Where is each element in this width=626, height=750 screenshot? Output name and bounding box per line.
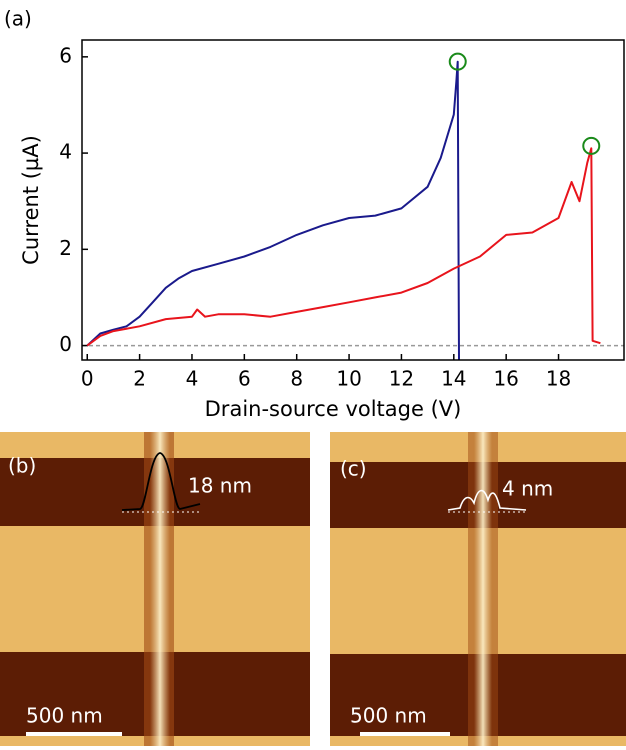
panel-label: (a)	[4, 7, 32, 31]
y-tick-label: 0	[59, 332, 72, 356]
wire	[474, 432, 492, 746]
x-tick-label: 18	[546, 367, 571, 391]
panel-label: (c)	[340, 457, 367, 481]
scale-bar	[26, 732, 122, 736]
x-tick-label: 8	[290, 367, 303, 391]
profile	[121, 452, 201, 511]
y-tick-label: 2	[59, 236, 72, 260]
series-line	[86, 147, 601, 347]
x-tick-label: 2	[133, 367, 146, 391]
panel-label: (b)	[8, 454, 36, 478]
plot-frame	[81, 39, 625, 361]
chart-a: (a) 0 2 4 6 8 10 12 14 16 18 0 2 4 6 Drain-source volta…	[4, 7, 625, 421]
scale-label: 500 nm	[350, 704, 427, 728]
afm-panel-b: (b) 18 nm 500 nm	[0, 432, 310, 746]
x-tick-label: 10	[336, 367, 361, 391]
series-line	[86, 60, 460, 361]
afm-panel-c: (c) 4 nm 500 nm	[330, 432, 626, 746]
height-label: 4 nm	[502, 477, 553, 501]
scale-label: 500 nm	[26, 704, 103, 728]
height-label: 18 nm	[188, 474, 252, 498]
x-tick-label: 4	[186, 367, 199, 391]
y-axis-label: Current (µA)	[19, 135, 43, 265]
scale-bar	[360, 732, 450, 736]
x-tick-label: 14	[441, 367, 466, 391]
x-axis-label: Drain-source voltage (V)	[205, 397, 462, 421]
x-tick-label: 6	[238, 367, 251, 391]
peak-marker	[448, 52, 467, 71]
profile	[447, 489, 527, 511]
wire	[150, 432, 170, 746]
x-tick-label: 16	[493, 367, 518, 391]
y-tick-label: 6	[59, 43, 72, 67]
x-tick-label: 12	[389, 367, 414, 391]
y-tick-label: 4	[59, 140, 72, 164]
x-tick-label: 0	[81, 367, 94, 391]
peak-marker	[582, 136, 601, 155]
